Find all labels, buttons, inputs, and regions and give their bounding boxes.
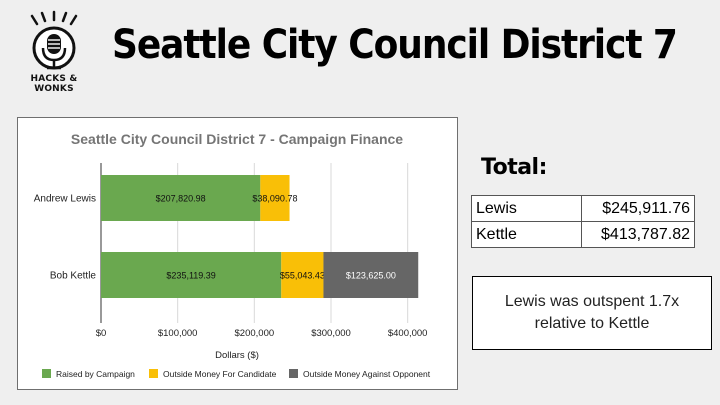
total-name-lewis: Lewis	[471, 195, 582, 222]
page-title: Seattle City Council District 7	[112, 22, 678, 68]
bar-segment	[260, 175, 290, 221]
x-tick-label: $300,000	[311, 328, 351, 339]
data-label: $235,119.39	[166, 271, 215, 281]
legend-swatch	[42, 369, 51, 378]
outspent-note: Lewis was outspent 1.7x relative to Kett…	[472, 276, 712, 350]
hacks-and-wonks-logo: HACKS & WONKS	[14, 10, 94, 94]
total-amount-kettle: $413,787.82	[581, 221, 695, 248]
bar-segment	[281, 252, 324, 298]
legend-label: Raised by Campaign	[56, 369, 135, 379]
totals-heading: Total:	[481, 155, 547, 180]
podcast-microphone-icon	[30, 10, 78, 70]
total-name-kettle: Kettle	[471, 221, 582, 248]
x-tick-label: $0	[96, 328, 107, 339]
category-label: Bob Kettle	[50, 271, 97, 282]
campaign-finance-chart: Seattle City Council District 7 - Campai…	[17, 117, 458, 390]
legend-swatch	[149, 369, 158, 378]
x-tick-label: $100,000	[158, 328, 198, 339]
chart-canvas: Seattle City Council District 7 - Campai…	[34, 131, 431, 379]
x-tick-label: $400,000	[388, 328, 428, 339]
data-label: $38,090.78	[252, 194, 297, 204]
legend-swatch	[289, 369, 298, 378]
chart-title: Seattle City Council District 7 - Campai…	[71, 131, 403, 147]
x-axis-title: Dollars ($)	[215, 350, 259, 361]
category-label: Andrew Lewis	[34, 194, 96, 205]
totals-table: Lewis $245,911.76 Kettle $413,787.82	[471, 195, 695, 248]
bar-segment	[323, 252, 419, 298]
legend-label: Outside Money For Candidate	[163, 369, 277, 379]
total-amount-lewis: $245,911.76	[581, 195, 695, 222]
bar-segment	[101, 252, 282, 298]
table-row: Kettle $413,787.82	[471, 221, 695, 248]
note-text: Lewis was outspent 1.7x relative to Kett…	[504, 293, 680, 332]
data-label: $207,820.98	[156, 194, 206, 204]
table-row: Lewis $245,911.76	[471, 195, 695, 222]
logo-text: HACKS & WONKS	[30, 74, 78, 94]
data-label: $123,625.00	[346, 271, 396, 281]
data-label: $55,043.43	[280, 271, 325, 281]
bar-segment	[101, 175, 261, 221]
x-tick-label: $200,000	[235, 328, 275, 339]
legend-label: Outside Money Against Opponent	[303, 369, 431, 379]
